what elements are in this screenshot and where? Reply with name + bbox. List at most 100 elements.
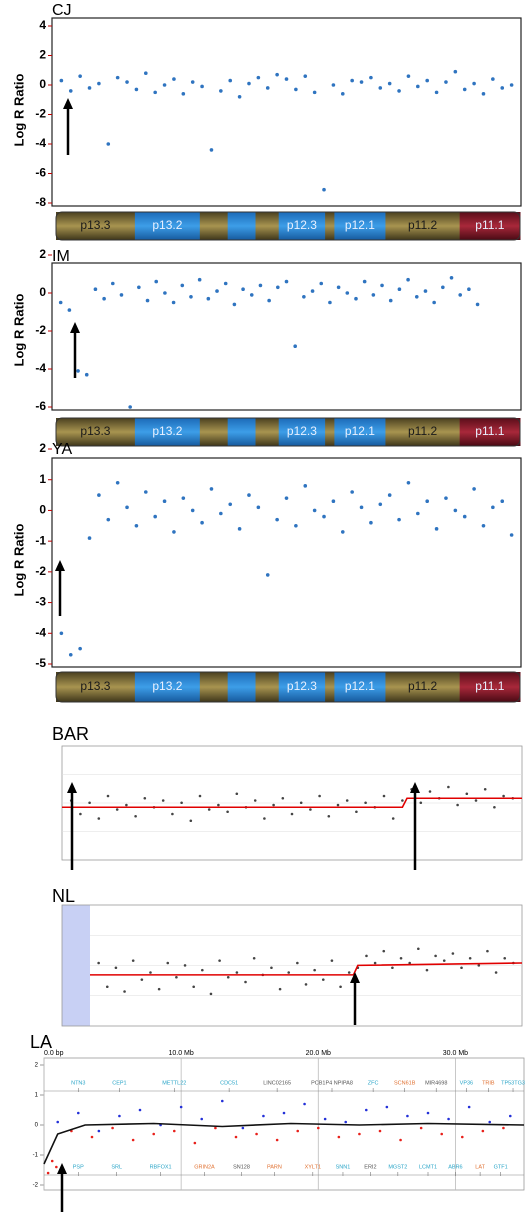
y-tick-label: -2 (35, 323, 46, 337)
ideogram-band (199, 672, 229, 702)
data-point (419, 1126, 423, 1130)
ideogram-band (134, 212, 201, 240)
data-point (442, 959, 446, 962)
gene-label: LCMT1 (419, 1164, 437, 1170)
data-point (209, 487, 214, 491)
data-point (255, 1132, 258, 1136)
data-point (200, 84, 204, 89)
data-point (267, 298, 271, 303)
data-point (131, 1138, 135, 1142)
data-point (172, 77, 176, 81)
y-tick-label: -6 (35, 166, 46, 180)
ideogram-outline (55, 211, 521, 241)
fit-line (43, 1122, 525, 1165)
data-point (441, 285, 445, 290)
y-tick-label: 2 (39, 441, 46, 455)
data-point (447, 1117, 450, 1121)
ideogram-band (459, 212, 521, 240)
ideogram-band (278, 418, 326, 446)
data-point (416, 84, 420, 89)
data-point (458, 293, 463, 297)
data-point (359, 80, 364, 84)
data-point (111, 1126, 114, 1130)
data-point (432, 300, 436, 305)
data-point (331, 83, 336, 87)
ideogram-label: p12.3 (287, 218, 317, 232)
data-point (97, 81, 101, 86)
data-point (114, 966, 118, 970)
data-point (163, 291, 167, 295)
data-point (408, 961, 411, 965)
y-tick-label: 2 (39, 48, 46, 62)
panel-title: BAR (52, 724, 89, 744)
data-point (354, 296, 358, 301)
data-point (481, 92, 486, 96)
data-point (175, 975, 178, 979)
data-point (319, 281, 324, 286)
data-point (419, 801, 423, 805)
ideogram-outline (55, 417, 521, 447)
data-point (180, 801, 183, 805)
data-point (162, 83, 167, 87)
y-tick-label: -4 (35, 625, 46, 639)
data-point (453, 69, 458, 74)
data-point (138, 1108, 142, 1112)
data-point (97, 493, 101, 497)
arrow-head (55, 560, 65, 571)
data-point (502, 794, 505, 798)
data-point (378, 86, 383, 90)
gene-label: ABR6 (448, 1164, 462, 1170)
data-point (106, 142, 111, 146)
gene-label: METTL22 (162, 1080, 186, 1086)
data-point (55, 1165, 58, 1169)
data-point (310, 289, 315, 293)
data-point (434, 527, 439, 531)
data-point (78, 74, 82, 78)
panel-title: CJ (52, 2, 72, 19)
data-point (477, 964, 481, 967)
data-point (105, 985, 109, 989)
data-point (125, 80, 129, 84)
data-point (391, 817, 395, 820)
data-point (241, 287, 245, 292)
ideogram-band (278, 212, 326, 240)
arrow-head (350, 972, 360, 983)
ideogram-label: p13.2 (152, 218, 182, 232)
data-point (312, 508, 317, 513)
data-point (382, 949, 386, 953)
data-point (252, 956, 256, 960)
data-point (197, 277, 202, 282)
data-point (425, 499, 430, 504)
plot-frame (51, 17, 522, 207)
gene-label: RBFOX1 (150, 1164, 172, 1170)
data-point (97, 961, 100, 965)
ideogram-band (56, 672, 136, 702)
data-point (282, 1111, 286, 1115)
gene-label: PCB1P4 NPIPA8 (311, 1080, 353, 1086)
ideogram-label: p11.1 (475, 679, 504, 693)
data-point (345, 799, 349, 802)
data-point (486, 949, 489, 953)
ideogram-band (134, 672, 201, 702)
data-point (391, 966, 394, 970)
ideogram-label: p13.2 (152, 424, 182, 438)
data-point (449, 276, 454, 280)
data-point (313, 968, 316, 972)
data-point (172, 1129, 176, 1133)
data-point (401, 799, 404, 802)
data-point (294, 87, 298, 92)
ideogram-label: p12.1 (345, 679, 375, 693)
data-point (149, 971, 152, 974)
data-point (209, 992, 213, 996)
data-point (328, 300, 332, 305)
data-point (340, 530, 345, 534)
data-point (190, 80, 195, 84)
data-point (144, 490, 148, 494)
data-point (247, 493, 251, 497)
data-point (406, 480, 411, 485)
data-point (483, 787, 487, 791)
data-point (355, 810, 358, 814)
data-point (134, 814, 137, 818)
data-point (414, 295, 419, 299)
